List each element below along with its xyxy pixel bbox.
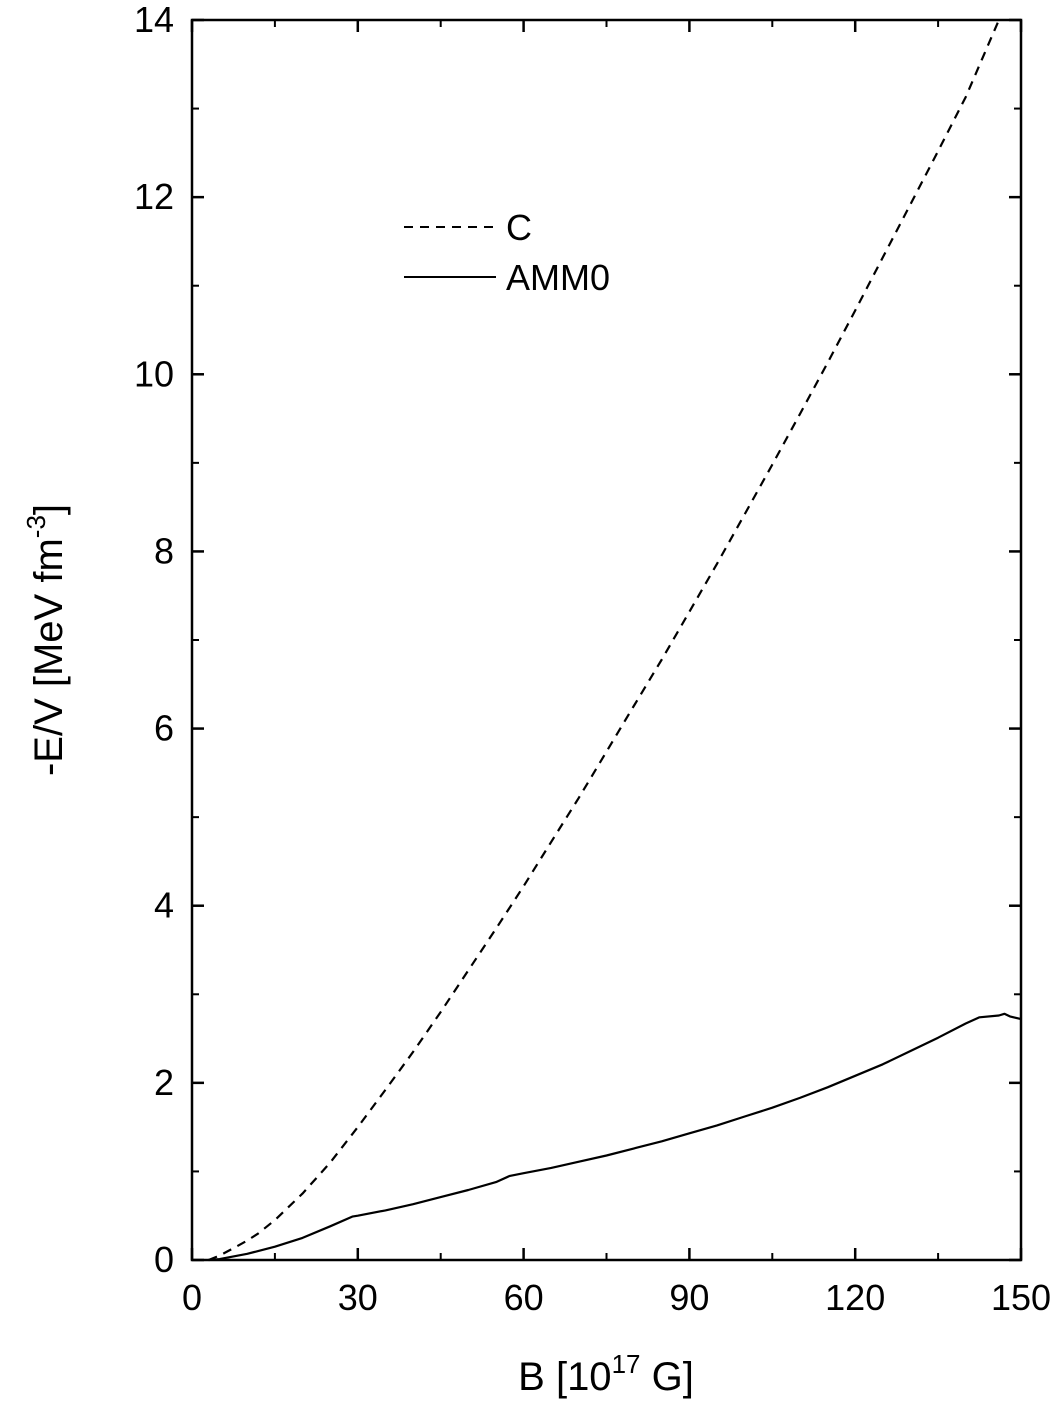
x-tick-label: 30 xyxy=(338,1277,378,1318)
y-axis-title-sup: -3 xyxy=(21,515,51,538)
y-tick-label: 14 xyxy=(134,0,174,40)
legend: C AMM0 xyxy=(404,207,610,298)
y-tick-label: 10 xyxy=(134,353,174,394)
x-axis-title-tail: G] xyxy=(640,1355,693,1399)
y-axis-title-tail: ] xyxy=(27,504,71,515)
y-axis-title-main: -E/V [MeV fm xyxy=(27,538,71,776)
legend-label-c: C xyxy=(506,207,532,248)
x-tick-label: 60 xyxy=(504,1277,544,1318)
series-line-c xyxy=(208,19,1000,1262)
y-tick-label: 12 xyxy=(134,176,174,217)
y-axis-title: -E/V [MeV fm-3] xyxy=(21,504,71,776)
ticks xyxy=(190,18,1023,1262)
x-axis-title-main: B [10 xyxy=(518,1355,611,1399)
tick-labels: 0 30 60 90 120 150 0 2 4 6 8 10 12 14 xyxy=(134,0,1051,1318)
x-tick-label: 150 xyxy=(991,1277,1051,1318)
y-tick-label: 8 xyxy=(154,530,174,571)
x-tick-label: 0 xyxy=(182,1277,202,1318)
y-tick-label: 0 xyxy=(154,1239,174,1280)
series-line-amm0 xyxy=(208,1012,1022,1262)
y-tick-label: 6 xyxy=(154,708,174,749)
y-tick-label: 2 xyxy=(154,1062,174,1103)
x-tick-label: 120 xyxy=(825,1277,885,1318)
plot-frame xyxy=(190,18,1023,1262)
x-tick-label: 90 xyxy=(669,1277,709,1318)
x-axis-title-sup: 17 xyxy=(612,1349,641,1379)
legend-label-amm0: AMM0 xyxy=(506,257,610,298)
y-tick-label: 4 xyxy=(154,885,174,926)
series-lines xyxy=(208,19,1022,1262)
x-axis-title: B [1017 G] xyxy=(518,1349,694,1399)
